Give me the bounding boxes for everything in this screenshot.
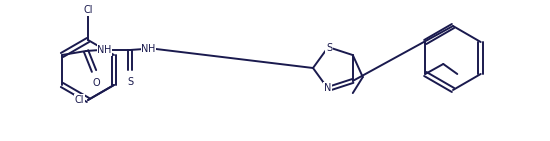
Text: H: H: [148, 44, 156, 54]
Text: N: N: [323, 83, 331, 93]
Text: S: S: [127, 77, 133, 87]
Text: S: S: [326, 43, 332, 53]
Text: N: N: [141, 44, 148, 54]
Text: Cl: Cl: [74, 95, 84, 105]
Text: Cl: Cl: [83, 5, 93, 15]
Text: H: H: [104, 45, 112, 55]
Text: O: O: [92, 78, 100, 88]
Text: N: N: [97, 45, 104, 55]
